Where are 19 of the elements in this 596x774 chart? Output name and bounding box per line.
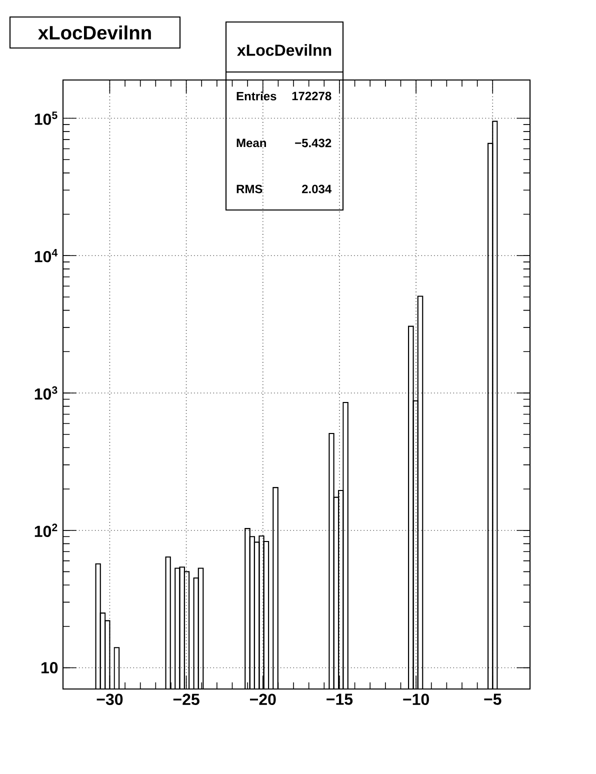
y-tick-label: 10$^{3}$: [34, 386, 58, 400]
x-tick-label: −30: [96, 694, 123, 706]
text: xLocDevilnn: [237, 44, 332, 56]
y-tick-label: 10$^{5}$: [34, 112, 58, 125]
y-tick-label: 10: [41, 662, 58, 674]
x-tick-label: −25: [173, 694, 200, 706]
annotation: 172278: [292, 92, 332, 100]
x-tick-label: −5: [484, 694, 502, 705]
y-tick-label: 10$^{2}$: [34, 524, 58, 538]
x-tick-label: −15: [326, 694, 353, 705]
annotation: Mean: [236, 138, 266, 148]
chart-title: xLocDevilnn: [38, 25, 151, 40]
annotation: Entries: [236, 92, 276, 100]
x-tick-label: −10: [403, 694, 429, 706]
annotation: RMS: [236, 184, 262, 194]
annotation: −5.432: [295, 138, 332, 148]
y-tick-label: 10$^{4}$: [34, 248, 58, 262]
x-tick-label: −20: [250, 694, 276, 706]
annotation: 2.034: [302, 184, 332, 194]
